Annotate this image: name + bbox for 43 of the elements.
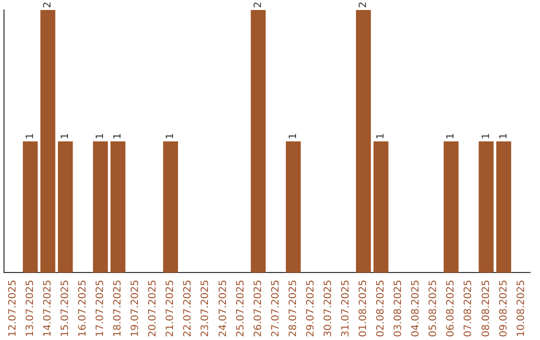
- x-tick-label: 31.07.2025: [340, 280, 352, 338]
- x-tick-label: 13.07.2025: [24, 280, 36, 338]
- data-label: 2: [252, 2, 264, 8]
- data-label: 1: [480, 132, 492, 140]
- data-label: 1: [112, 132, 124, 140]
- x-tick-label: 02.08.2025: [376, 280, 387, 338]
- data-label: 1: [288, 132, 299, 140]
- x-tick-label: 09.08.2025: [498, 280, 510, 338]
- x-tick-label: 10.08.2025: [516, 280, 527, 338]
- x-tick-label: 21.07.2025: [165, 280, 176, 338]
- x-tick-label: 18.07.2025: [112, 280, 124, 338]
- x-tick-label: 03.08.2025: [393, 280, 404, 338]
- x-tick-label: 07.08.2025: [463, 280, 474, 338]
- x-tick-label: 29.07.2025: [305, 280, 316, 338]
- data-label: 1: [24, 132, 36, 140]
- x-tick-label: 16.07.2025: [77, 280, 88, 338]
- data-label: 1: [95, 132, 106, 140]
- data-label: 2: [42, 2, 54, 8]
- x-tick-label: 15.07.2025: [60, 280, 71, 338]
- x-tick-label: 17.07.2025: [95, 280, 106, 338]
- x-tick-label: 24.07.2025: [218, 280, 229, 338]
- x-tick-label: 30.07.2025: [322, 280, 334, 338]
- x-tick-label: 06.08.2025: [446, 280, 457, 338]
- x-tick-label: 25.07.2025: [235, 280, 246, 338]
- x-tick-label: 20.07.2025: [148, 280, 159, 338]
- data-label: 1: [446, 132, 457, 140]
- data-label: 1: [498, 132, 510, 140]
- x-tick-label: 05.08.2025: [428, 280, 440, 338]
- x-tick-label: 19.07.2025: [130, 280, 142, 338]
- data-label: 2: [358, 2, 370, 8]
- data-label: 1: [376, 132, 387, 140]
- x-tick-label: 22.07.2025: [182, 280, 194, 338]
- x-tick-label: 28.07.2025: [288, 280, 299, 338]
- x-tick-label: 14.07.2025: [42, 280, 54, 338]
- x-tick-label: 12.07.2025: [7, 280, 18, 338]
- x-tick-label: 26.07.2025: [252, 280, 264, 338]
- x-tick-label: 27.07.2025: [270, 280, 282, 338]
- data-label: 1: [60, 132, 71, 140]
- data-label: 1: [165, 132, 176, 140]
- x-tick-label: 04.08.2025: [410, 280, 422, 338]
- x-tick-label: 01.08.2025: [358, 280, 370, 338]
- x-tick-label: 23.07.2025: [200, 280, 212, 338]
- x-tick-label: 08.08.2025: [480, 280, 492, 338]
